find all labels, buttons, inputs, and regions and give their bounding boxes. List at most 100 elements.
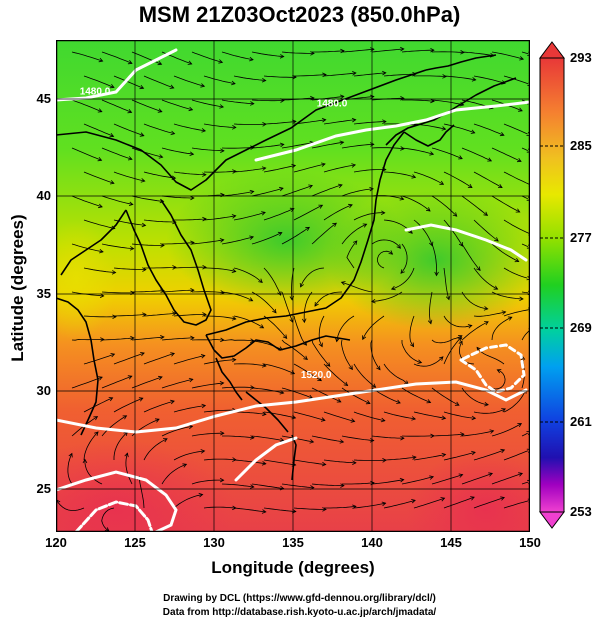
streamline-arrowhead	[261, 211, 266, 216]
streamline-arrowhead	[382, 119, 387, 124]
streamline-arrowhead	[170, 399, 175, 405]
streamline	[221, 191, 254, 197]
streamline-arrowhead	[321, 162, 326, 167]
streamline-arrowhead	[429, 151, 435, 156]
streamline-arrowhead	[249, 189, 255, 195]
streamline-arrowhead	[220, 148, 225, 153]
streamline	[473, 408, 506, 414]
streamline	[293, 507, 326, 510]
streamline	[83, 75, 115, 88]
streamline-arrowhead	[526, 275, 530, 281]
streamline	[71, 147, 102, 161]
streamline	[113, 171, 145, 182]
streamline-arrowhead	[189, 151, 195, 156]
streamline-arrowhead	[231, 357, 237, 363]
streamline-arrowhead	[100, 337, 105, 342]
streamline-arrowhead	[458, 155, 463, 160]
streamline-arrowhead	[232, 169, 237, 174]
streamline	[191, 147, 224, 152]
streamline	[402, 99, 435, 102]
streamline	[383, 456, 416, 461]
streamline	[173, 123, 206, 132]
streamline-arrowhead	[430, 98, 435, 104]
streamline-arrowhead	[202, 264, 207, 270]
streamline-arrowhead	[127, 59, 133, 65]
streamline	[353, 363, 376, 388]
streamline-arrowhead	[142, 312, 147, 317]
colorbar-tick-label: 269	[570, 320, 592, 335]
streamline-arrowhead	[318, 342, 323, 348]
streamline-arrowhead	[411, 174, 417, 179]
streamline-arrowhead	[289, 207, 295, 212]
streamline	[191, 239, 224, 245]
streamline	[431, 147, 463, 160]
colorbar	[539, 41, 565, 529]
streamline	[391, 267, 415, 290]
streamline	[341, 435, 374, 441]
streamline-arrowhead	[442, 74, 447, 79]
streamline	[324, 506, 356, 509]
streamline-arrowhead	[314, 301, 319, 307]
streamline-arrowhead	[476, 266, 481, 272]
streamline	[203, 506, 236, 509]
streamline	[491, 316, 512, 341]
streamline-arrowhead	[518, 472, 523, 477]
streamline-arrowhead	[400, 435, 405, 441]
streamline	[461, 387, 489, 406]
streamline-arrowhead	[262, 411, 267, 417]
streamline-arrowhead	[352, 460, 357, 465]
streamline	[353, 72, 386, 77]
streamline-arrowhead	[321, 461, 327, 467]
streamline	[263, 411, 296, 419]
streamline	[281, 291, 294, 323]
streamline-arrowhead	[336, 398, 342, 403]
streamline	[161, 425, 193, 437]
streamline	[233, 212, 266, 221]
cool-anomaly	[166, 170, 406, 310]
streamline-arrowhead	[369, 438, 375, 443]
streamline	[314, 291, 343, 307]
streamline	[251, 51, 284, 57]
streamline	[443, 219, 463, 247]
streamline-arrowhead	[261, 461, 267, 466]
streamline	[323, 459, 356, 464]
streamline	[413, 75, 447, 77]
streamline-arrowhead	[219, 104, 225, 109]
streamline	[101, 375, 132, 389]
streamline-arrowhead	[250, 101, 255, 106]
streamline-arrowhead	[400, 96, 405, 101]
streamline	[234, 411, 266, 415]
streamline	[461, 147, 492, 162]
streamline	[293, 204, 323, 221]
streamline-arrowhead	[340, 483, 345, 488]
streamline	[353, 121, 386, 125]
streamline	[521, 195, 528, 200]
streamline-arrowhead	[301, 318, 307, 324]
streamline	[71, 99, 102, 113]
streamline	[138, 476, 145, 509]
streamline	[251, 187, 284, 197]
streamline-arrowhead	[322, 507, 327, 512]
y-tick-label: 25	[36, 481, 51, 496]
streamline	[221, 147, 255, 149]
streamline	[143, 400, 175, 413]
streamline-arrowhead	[426, 207, 431, 212]
streamline	[521, 291, 529, 294]
streamline	[233, 167, 266, 173]
streamline-arrowhead	[200, 83, 206, 88]
streamline	[293, 363, 322, 382]
streamline-arrowhead	[471, 415, 477, 421]
streamline-arrowhead	[483, 306, 489, 311]
streamline	[401, 476, 434, 485]
streamline	[341, 143, 374, 149]
streamline-arrowhead	[309, 439, 315, 444]
streamline	[251, 435, 284, 441]
streamline	[323, 411, 355, 422]
streamline	[101, 99, 132, 113]
streamline	[461, 195, 488, 216]
streamline	[491, 195, 520, 213]
x-tick-label: 120	[45, 535, 67, 550]
streamline-arrowhead	[411, 416, 417, 421]
streamline-arrowhead	[218, 59, 224, 64]
streamline	[173, 75, 205, 87]
